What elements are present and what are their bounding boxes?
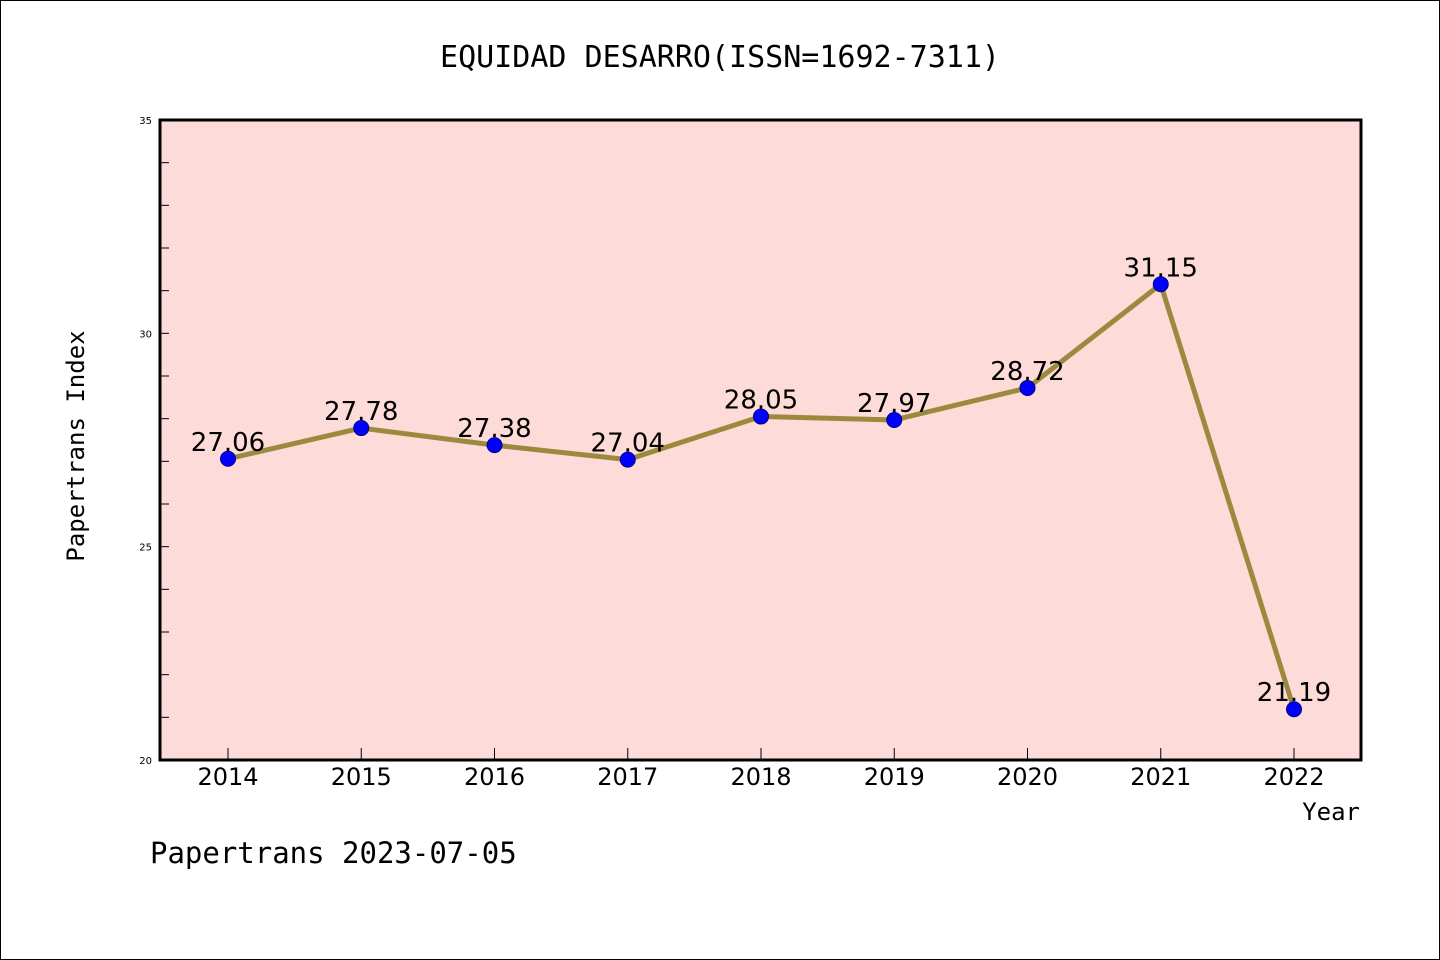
x-tick-label: 2020 (997, 763, 1058, 791)
data-label-2015: 27.78 (324, 397, 398, 427)
data-label-2022: 21.19 (1257, 678, 1331, 708)
data-label-2017: 27.04 (591, 429, 665, 459)
x-tick-label: 2016 (464, 763, 525, 791)
data-label-2018: 28.05 (724, 386, 798, 416)
data-point-2021 (1152, 276, 1169, 293)
x-tick-label: 2022 (1263, 763, 1324, 791)
x-axis-label: Year (1302, 798, 1360, 826)
y-tick-labels: 20 25 30 35 (139, 116, 152, 767)
data-label-2021: 31.15 (1124, 253, 1198, 283)
data-point-2014 (220, 450, 236, 467)
plot-area (160, 120, 1361, 760)
y-tick-label: 30 (139, 329, 152, 340)
data-point-2022 (1286, 701, 1302, 718)
x-tick-label: 2015 (331, 763, 392, 791)
y-tick-label: 35 (139, 116, 152, 127)
x-tick-labels: 2014 2015 2016 2017 2018 2019 2020 2021 2022 (197, 763, 1324, 791)
plot-border (158, 118, 1363, 762)
data-labels: 27.06 27.78 27.38 27.04 28.05 27.97 28.72 31.15… (191, 253, 1331, 708)
x-tick-label: 2018 (730, 763, 791, 791)
y-tick-label: 25 (139, 543, 152, 554)
data-label-2019: 27.97 (857, 389, 931, 419)
x-tick-marks (227, 748, 1295, 760)
data-point-2015 (353, 420, 370, 437)
data-point-2016 (486, 437, 503, 454)
x-tick-label: 2021 (1130, 763, 1191, 791)
data-label-2020: 28.72 (990, 357, 1064, 387)
x-tick-label: 2017 (597, 763, 658, 791)
data-point-2017 (619, 451, 636, 468)
data-label-2016: 27.38 (457, 414, 531, 444)
footer-stamp: Papertrans 2023-07-05 (150, 836, 517, 870)
chart-title: EQUIDAD DESARRO(ISSN=1692-7311) (440, 40, 1000, 75)
data-point-2019 (886, 411, 903, 428)
data-point-2018 (753, 408, 769, 425)
x-tick-label: 2019 (864, 763, 925, 791)
y-tick-label: 20 (139, 756, 152, 767)
data-label-2014: 27.06 (191, 428, 265, 458)
y-axis-label: Papertrans Index (62, 330, 90, 561)
x-tick-label: 2014 (197, 763, 258, 791)
data-markers (220, 276, 1302, 718)
data-point-2020 (1019, 379, 1036, 396)
